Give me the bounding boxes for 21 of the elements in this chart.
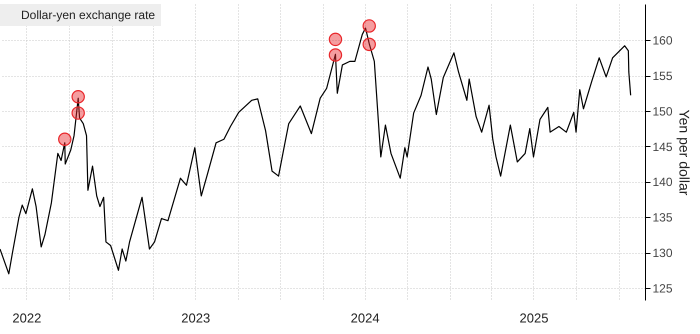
x-tick-label: 2025	[520, 310, 548, 326]
point	[71, 90, 85, 104]
y-tick-label: 130	[652, 246, 673, 260]
point	[71, 106, 85, 120]
y-tick-label: 140	[652, 175, 673, 190]
text: Dollar-yen exchange rate	[21, 8, 156, 22]
point	[362, 19, 376, 33]
y-tick-label: 150	[652, 104, 673, 118]
y-tick-label: 160	[652, 34, 673, 48]
point	[328, 32, 342, 46]
y-tick-label: 125	[652, 281, 673, 296]
y-tick-label: 135	[652, 210, 673, 225]
point	[362, 38, 376, 52]
x-tick-label: 2024	[350, 310, 380, 326]
y-tick-label: 145	[652, 140, 673, 154]
y-tick-label: 155	[652, 69, 673, 84]
point	[328, 48, 342, 62]
point	[58, 132, 72, 146]
x-tick-label: 2022	[12, 310, 42, 326]
y-axis-title: Yen per dollar	[676, 110, 693, 196]
x-tick-label: 2023	[181, 310, 210, 326]
